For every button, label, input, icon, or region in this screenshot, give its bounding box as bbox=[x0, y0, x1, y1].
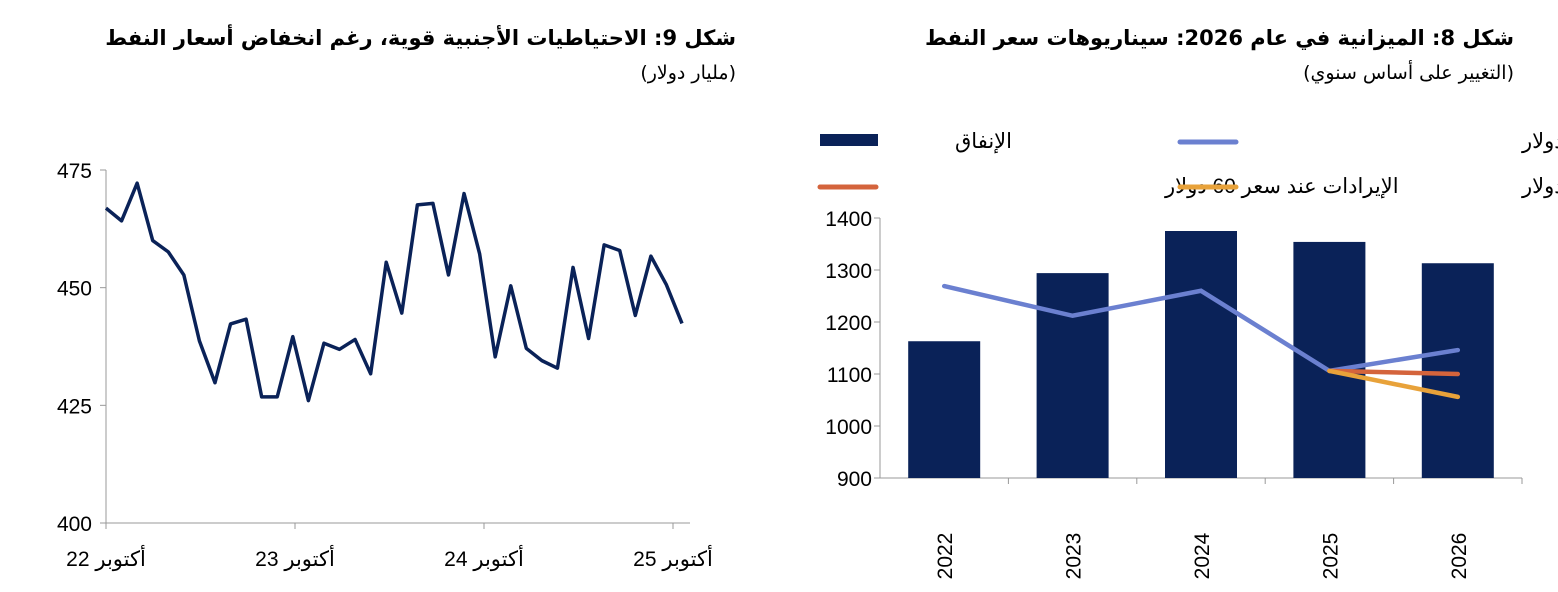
revenue-line-2 bbox=[1327, 368, 1461, 400]
left-chart-subtitle: (مليار دولار) bbox=[640, 62, 736, 84]
right-x-tick-label: 2024 bbox=[1191, 532, 1214, 579]
spending-bar bbox=[908, 341, 981, 478]
left-x-tick-label: أكتوبر 24 bbox=[444, 544, 524, 572]
right-x-tick-label: 2025 bbox=[1319, 533, 1342, 580]
left-y-tick-label: 425 bbox=[57, 395, 92, 418]
revenue-line-1 bbox=[1327, 368, 1461, 377]
right-x-tick-label: 2022 bbox=[934, 533, 957, 580]
spending-bar bbox=[1036, 273, 1109, 478]
left-x-tick-label: أكتوبر 22 bbox=[66, 544, 146, 572]
spending-bar bbox=[1421, 263, 1494, 478]
right-y-tick-label: 900 bbox=[837, 468, 872, 491]
right-y-tick-label: 1000 bbox=[825, 416, 872, 439]
legend-label-0: الإيرادات عند سعر 65 دولار bbox=[1521, 130, 1558, 154]
right-chart-title: شكل 8: الميزانية في عام 2026: سيناريوهات… bbox=[925, 26, 1514, 50]
right-y-tick-label: 1300 bbox=[825, 260, 872, 283]
left-y-tick-label: 450 bbox=[57, 278, 92, 301]
right-y-tick-label: 1100 bbox=[827, 364, 872, 387]
right-x-tick-label: 2023 bbox=[1063, 533, 1086, 580]
left-y-tick-label: 400 bbox=[57, 513, 92, 536]
revenue-line-0 bbox=[941, 283, 1461, 374]
left-y-tick-label: 475 bbox=[57, 160, 92, 183]
spending-bar bbox=[1165, 231, 1237, 478]
legend-label-spending: الإنفاق bbox=[955, 130, 1012, 154]
left-x-tick-label: أكتوبر 23 bbox=[255, 544, 335, 572]
right-y-tick-label: 1400 bbox=[825, 208, 872, 231]
right-chart-subtitle: (التغيير على أساس سنوي) bbox=[1303, 62, 1514, 84]
legend-swatch-spending bbox=[820, 134, 878, 146]
right-y-tick-label: 1200 bbox=[825, 312, 872, 335]
right-x-tick-label: 2026 bbox=[1448, 533, 1471, 580]
reserves-line bbox=[104, 181, 684, 403]
legend-label-2: الإيرادات عند سعر 55 دولار bbox=[1521, 175, 1558, 199]
left-chart-title: شكل 9: الاحتياطيات الأجنبية قوية، رغم ان… bbox=[105, 26, 736, 50]
spending-bar bbox=[1293, 241, 1366, 478]
left-x-tick-label: أكتوبر 25 bbox=[633, 544, 713, 572]
